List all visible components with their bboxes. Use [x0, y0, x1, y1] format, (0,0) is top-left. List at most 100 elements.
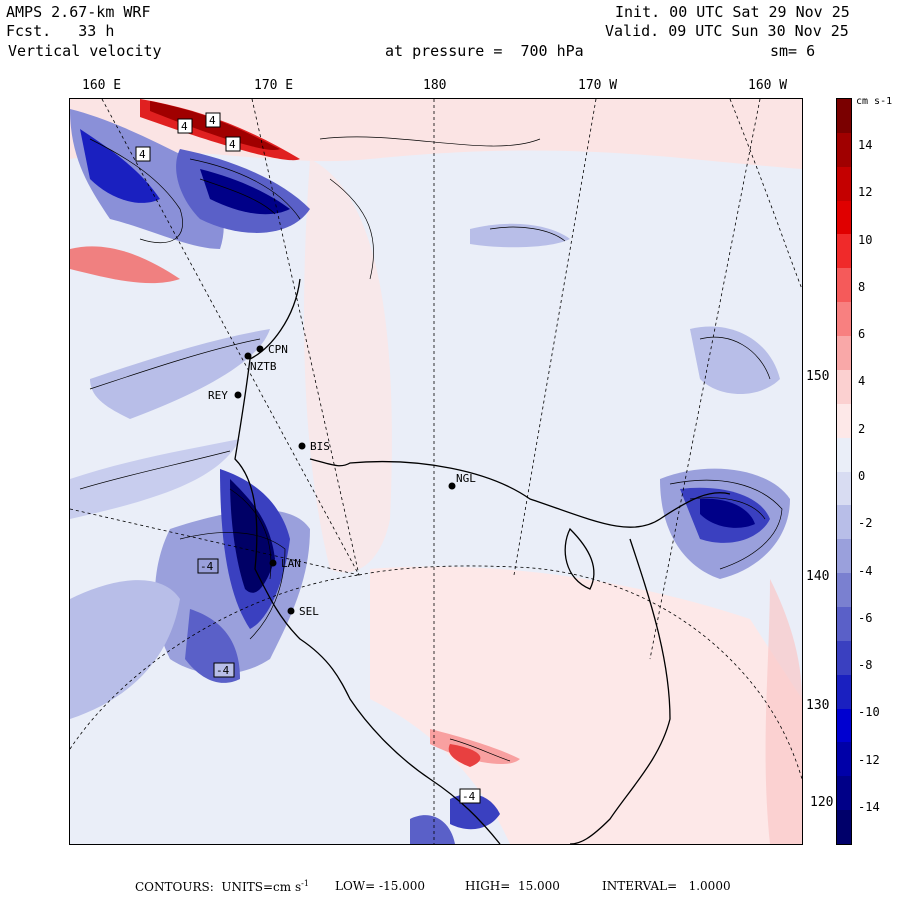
graticule	[70, 99, 802, 844]
colorbar-segment	[837, 166, 851, 202]
negative-region	[200, 169, 290, 215]
footer-units-exp: -1	[301, 879, 309, 888]
model-title: AMPS 2.67-km WRF	[6, 3, 151, 21]
footer-contours: CONTOURS: UNITS=cm s-1	[135, 879, 309, 894]
colorbar-tick-label: 0	[858, 469, 866, 483]
colorbar-tick-label: -6	[858, 610, 873, 625]
station-label-ngl: NGL	[456, 472, 476, 485]
footer-low: LOW= -15.000	[335, 879, 426, 893]
colorbar-tick-label: -4	[858, 563, 873, 578]
lon-label-170w: 170 W	[578, 78, 618, 93]
footer-high: HIGH= 15.000	[465, 879, 560, 893]
colorbar-tick-label: 6	[858, 327, 866, 342]
positive-region	[70, 246, 180, 284]
colorbar-segment	[837, 776, 851, 811]
vertical-velocity-map: CPN NZTB REY BIS NGL LAN SEL 4 4 4 4 -4 …	[69, 98, 803, 845]
footer-interval: INTERVAL= 1.0000	[602, 879, 731, 893]
colorbar-segment	[837, 132, 851, 168]
colorbar-segment	[837, 336, 851, 371]
colorbar-segment	[837, 674, 851, 710]
station-marker	[287, 607, 295, 615]
lon-label-180: 180	[423, 78, 447, 93]
colorbar-tick-label: 4	[858, 374, 866, 389]
colorbar-segment	[837, 302, 851, 337]
extrema-box	[213, 662, 235, 678]
extrema-max: 4	[139, 148, 146, 161]
colorbar-tick-label: -14	[858, 800, 880, 814]
colorbar-tick-label: 10	[858, 232, 873, 247]
extrema-max: 4	[181, 120, 188, 133]
pressure-level: at pressure = 700 hPa	[385, 42, 584, 60]
extrema-box	[225, 136, 241, 152]
colorbar-segment	[837, 369, 851, 405]
colorbar-segment	[837, 810, 851, 845]
extrema-max: 4	[209, 114, 216, 127]
negative-region	[230, 479, 275, 593]
colorbar-segment	[837, 505, 851, 540]
colorbar-segment	[837, 708, 851, 743]
station-markers	[234, 345, 456, 615]
valid-time: Valid. 09 UTC Sun 30 Nov 25	[605, 22, 849, 40]
station-marker	[244, 352, 252, 360]
extrema-box	[459, 788, 481, 804]
positive-region	[370, 566, 802, 844]
extrema-box	[177, 118, 193, 134]
colorbar-segment	[837, 539, 851, 574]
colorbar-segment	[837, 200, 851, 235]
colorbar-tick-label: -12	[858, 752, 880, 767]
colorbar-segment	[837, 573, 851, 608]
station-label-bis: BIS	[310, 440, 330, 453]
positive-region	[304, 159, 392, 573]
extrema-box	[205, 112, 221, 128]
negative-region	[80, 129, 160, 203]
station-marker	[298, 442, 306, 450]
contour-lines	[79, 136, 783, 762]
colorbar-tick-label: 12	[858, 185, 873, 200]
negative-region	[700, 498, 755, 528]
colorbar-tick-label: -10	[858, 705, 880, 720]
lon-label-160e: 160 E	[82, 78, 122, 93]
station-label-sel: SEL	[299, 605, 319, 618]
lon-label-170e: 170 E	[254, 78, 294, 93]
negative-region	[410, 815, 455, 844]
positive-region	[448, 744, 481, 767]
colorbar-segment	[837, 742, 851, 777]
extrema-min: -4	[216, 664, 230, 677]
station-label-rey: REY	[208, 389, 228, 402]
colorbar-tick-label: 8	[858, 279, 866, 294]
colorbar-segment	[837, 606, 851, 642]
field-name: Vertical velocity	[8, 42, 162, 60]
coastline	[234, 278, 731, 844]
colorbar-unit: cm s-1	[856, 96, 893, 107]
extrema-box	[197, 558, 219, 574]
station-marker	[448, 482, 456, 490]
negative-region	[70, 109, 224, 249]
positive-region	[430, 729, 520, 764]
lon-label-160w: 160 W	[748, 78, 788, 93]
station-label-lan: LAN	[281, 557, 301, 570]
init-time: Init. 00 UTC Sat 29 Nov 25	[615, 3, 850, 21]
extrema-min: -4	[200, 560, 214, 573]
colorbar-segment	[837, 437, 851, 472]
station-label-nztb: NZTB	[250, 360, 277, 373]
smoothing: sm= 6	[770, 42, 816, 60]
footer-units: CONTOURS: UNITS=cm s	[135, 880, 302, 894]
negative-region	[470, 223, 570, 248]
colorbar-segment	[837, 99, 851, 134]
negative-region	[690, 326, 780, 394]
station-marker	[234, 391, 242, 399]
station-marker	[269, 559, 277, 567]
extrema-max: 4	[229, 138, 236, 151]
station-label-cpn: CPN	[268, 343, 288, 356]
extrema-min: -4	[462, 790, 476, 803]
station-marker	[256, 345, 264, 353]
colorbar-segment	[837, 234, 851, 269]
negative-region	[90, 329, 270, 419]
colorbar-tick-label: 14	[858, 138, 873, 152]
colorbar-tick-label: -2	[858, 516, 873, 531]
colorbar-tick-label: -8	[858, 658, 873, 673]
colorbar-segment	[837, 268, 851, 303]
colorbar-segment	[837, 403, 851, 439]
colorbar-segment	[837, 471, 851, 506]
colorbar-segment	[837, 640, 851, 676]
